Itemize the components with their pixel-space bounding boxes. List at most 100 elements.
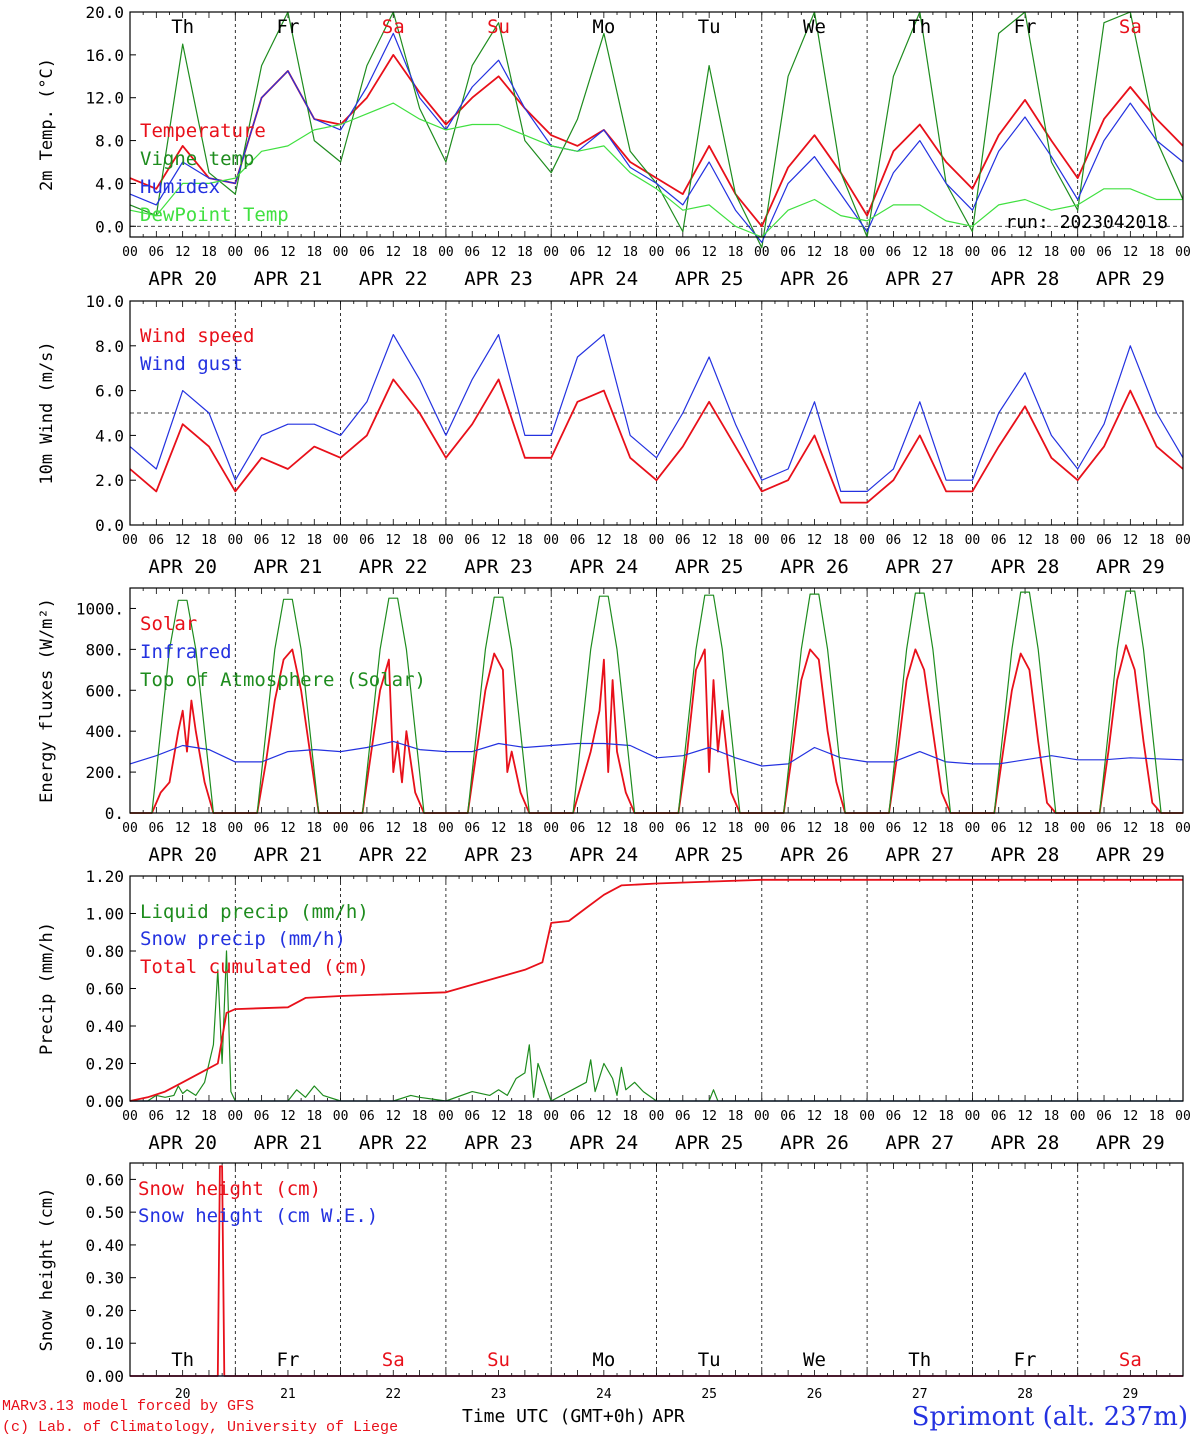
hour-label: 18 xyxy=(1149,533,1165,548)
hour-label: 18 xyxy=(201,533,217,548)
weekday-label: Sa xyxy=(1119,16,1142,38)
chart-panel-5: 0.00 0.10 0.20 0.30 0.40 0.50 0.60 Snow height … xyxy=(37,1162,1184,1402)
hour-label: 00 xyxy=(859,821,875,836)
y-tick-label: 0.00 xyxy=(85,1367,124,1386)
series-line-blue xyxy=(129,740,1184,767)
hour-label: 18 xyxy=(1149,245,1165,260)
hour-label: 12 xyxy=(385,533,401,548)
hour-label: 00 xyxy=(227,533,243,548)
hour-label: 00 xyxy=(1070,821,1086,836)
date-label: APR 25 xyxy=(675,844,744,866)
hour-label: 00 xyxy=(649,821,665,836)
hour-label: 00 xyxy=(333,245,349,260)
hour-label: 18 xyxy=(1149,1109,1165,1124)
hour-label: 12 xyxy=(701,1109,717,1124)
series-line-red xyxy=(129,878,1183,1102)
y-tick-label: 0.10 xyxy=(85,1334,124,1353)
hour-label: 00 xyxy=(649,245,665,260)
time-axis-label: Time UTC (GMT+0h) APR xyxy=(456,1406,685,1427)
hour-label: 00 xyxy=(333,1109,349,1124)
hour-label: 18 xyxy=(938,245,954,260)
hour-label: 06 xyxy=(780,245,796,260)
hour-label: 18 xyxy=(517,533,533,548)
date-label: APR 23 xyxy=(464,844,533,866)
y-tick-label: 200. xyxy=(85,763,124,782)
hour-label: 00 xyxy=(333,821,349,836)
hour-label: 00 xyxy=(965,1109,981,1124)
legend-entry: Snow height (cm) xyxy=(138,1178,321,1200)
hour-label: 06 xyxy=(570,821,586,836)
hour-label: 12 xyxy=(596,245,612,260)
hour-label: 00 xyxy=(965,533,981,548)
hour-label: 00 xyxy=(333,533,349,548)
hour-label: 00 xyxy=(859,245,875,260)
weekday-label: Th xyxy=(171,1349,194,1371)
y-axis-label: 2m Temp. (°C) xyxy=(37,58,57,191)
hour-label: 18 xyxy=(1044,533,1060,548)
date-label: APR 24 xyxy=(570,268,639,290)
y-axis-label: Snow height (cm) xyxy=(37,1188,57,1352)
hour-label: 18 xyxy=(728,1109,744,1124)
hour-label: 06 xyxy=(886,533,902,548)
hour-label: 00 xyxy=(438,821,454,836)
legend-entry: Total cumulated (cm) xyxy=(140,956,369,978)
hour-label: 18 xyxy=(938,533,954,548)
date-label: APR 24 xyxy=(570,844,639,866)
chart-panel-2: 0.0 2.0 4.0 6.0 8.0 10.0 10m Wind (m/s) Wind sp… xyxy=(37,292,1191,578)
hour-label: 18 xyxy=(1044,1109,1060,1124)
hour-label: 00 xyxy=(1175,245,1191,260)
date-label: APR 29 xyxy=(1096,556,1165,578)
y-tick-label: 0.30 xyxy=(85,1269,124,1288)
y-tick-label: 0.20 xyxy=(85,1055,124,1074)
hour-label: 18 xyxy=(517,821,533,836)
weekday-label: Th xyxy=(908,16,931,38)
hour-label: 12 xyxy=(385,821,401,836)
chart-panel-1: 0.0 4.0 8.0 12.0 16.0 20.0 2m Temp. (°C) Temper… xyxy=(37,3,1191,290)
hour-label: 18 xyxy=(622,1109,638,1124)
hour-label: 12 xyxy=(807,245,823,260)
hour-label: 00 xyxy=(438,245,454,260)
hour-label: 06 xyxy=(1096,821,1112,836)
hour-label: 18 xyxy=(517,1109,533,1124)
date-label: APR 21 xyxy=(254,844,323,866)
chart-panel-3: 0. 200. 400. 600. 800. 1000. Energy fluxes (W/… xyxy=(37,587,1191,866)
hour-label: 00 xyxy=(1070,533,1086,548)
hour-label: 00 xyxy=(1070,1109,1086,1124)
day-number-label: 28 xyxy=(1017,1387,1033,1402)
hour-label: 18 xyxy=(201,821,217,836)
y-tick-label: 800. xyxy=(85,640,124,659)
hour-label: 12 xyxy=(280,1109,296,1124)
legend-entry: Vigne temp xyxy=(140,148,254,170)
weekday-label: Th xyxy=(171,16,194,38)
legend-entry: Infrared xyxy=(140,641,232,663)
date-label: APR 20 xyxy=(148,1132,217,1154)
day-number-label: 20 xyxy=(175,1387,191,1402)
hour-label: 18 xyxy=(306,1109,322,1124)
y-tick-label: 0.60 xyxy=(85,980,124,999)
weekday-label: Fr xyxy=(1014,1349,1037,1371)
weekday-label: Tu xyxy=(698,16,721,38)
y-tick-label: 0.40 xyxy=(85,1017,124,1036)
hour-label: 00 xyxy=(543,533,559,548)
y-axis-label: 10m Wind (m/s) xyxy=(37,341,57,484)
hour-label: 12 xyxy=(175,1109,191,1124)
hour-label: 00 xyxy=(227,821,243,836)
hour-label: 06 xyxy=(254,821,270,836)
date-label: APR 25 xyxy=(675,1132,744,1154)
hour-label: 06 xyxy=(675,533,691,548)
day-number-label: 22 xyxy=(385,1387,401,1402)
hour-label: 18 xyxy=(728,245,744,260)
hour-label: 18 xyxy=(1044,821,1060,836)
hour-label: 00 xyxy=(754,245,770,260)
hour-label: 06 xyxy=(991,245,1007,260)
date-label: APR 29 xyxy=(1096,268,1165,290)
series-line-blue xyxy=(129,32,1184,243)
hour-label: 18 xyxy=(412,821,428,836)
date-label: APR 21 xyxy=(254,268,323,290)
hour-label: 18 xyxy=(1044,245,1060,260)
hour-label: 06 xyxy=(991,533,1007,548)
hour-label: 18 xyxy=(622,245,638,260)
day-number-label: 27 xyxy=(912,1387,928,1402)
hour-label: 06 xyxy=(254,245,270,260)
hour-label: 00 xyxy=(122,533,138,548)
